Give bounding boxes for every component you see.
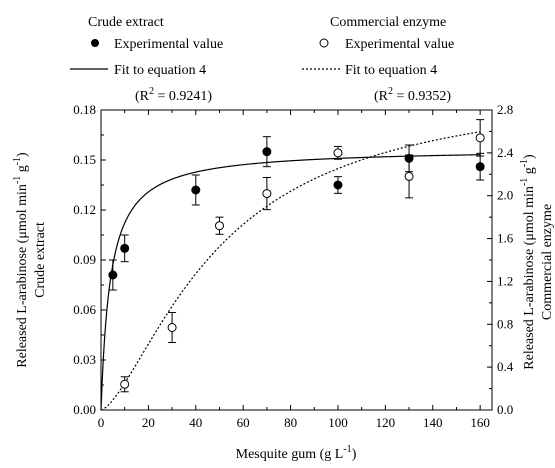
x-axis-label: Mesquite gum (g L-1) [236,444,357,462]
data-point-commercial [214,221,224,231]
y-right-axis-label-line2: Commercial enzyme [540,204,555,320]
fit-curves [100,131,481,411]
legend-r2-crude: (R2 = 0.9241) [135,86,212,104]
fit-curve-commercial-enzyme [100,131,481,411]
y-right-axis-label-line1: Released L-arabinose (μmol min-1 g-1) [519,154,537,370]
legend-marker-commercial-experimental [319,38,329,48]
x-tick-label: 80 [284,415,297,430]
data-point-commercial [120,379,130,389]
data-point-crude [475,162,485,172]
data-point-commercial [404,171,414,181]
legend-label-crude-fit: Fit to equation 4 [114,63,206,78]
data-point-crude [333,180,343,190]
y-right-tick-label: 0.4 [497,359,514,374]
x-tick-label: 120 [376,415,396,430]
data-point-crude [191,185,201,195]
fit-curve-crude-extract [100,154,481,411]
x-tick-label: 60 [237,415,250,430]
y-right-tick-label: 0.0 [497,402,513,417]
y-left-tick-label: 0.06 [73,302,96,317]
legend-title-crude-extract: Crude extract [88,15,164,30]
y-left-tick-label: 0.09 [73,252,96,267]
x-tick-label: 40 [189,415,202,430]
data-points [108,119,485,393]
y-left-axis-label-line2: Crude extract [33,222,48,298]
y-left-axis-label-line1: Released L-arabinose (μmol min-1 g-1) [12,152,30,368]
y-left-tick-label: 0.03 [73,352,96,367]
y-left-tick-label: 0.18 [73,102,96,117]
y-left-tick-label: 0.12 [73,202,96,217]
data-point-crude [262,147,272,157]
legend-label-commercial-experimental: Experimental value [345,37,454,52]
y-right-tick-label: 1.2 [497,273,513,288]
x-tick-label: 0 [98,415,105,430]
data-point-commercial [167,323,177,332]
y-right-tick-label: 1.6 [497,231,514,246]
y-right-tick-label: 2.0 [497,188,513,203]
x-tick-label: 160 [470,415,490,430]
legend-label-crude-experimental: Experimental value [114,37,223,52]
axis-ticks: 0 20 40 60 80 100 120 140 160 0.00 0.03 0.06 0.09 0.1… [73,102,514,430]
data-point-commercial [333,148,343,158]
legend-r2-commercial: (R2 = 0.9352) [374,86,451,104]
data-point-commercial [475,133,485,143]
data-point-crude [120,243,130,253]
x-tick-label: 20 [142,415,155,430]
y-right-tick-label: 2.4 [497,145,514,160]
data-point-crude [108,270,118,280]
legend-label-commercial-fit: Fit to equation 4 [345,63,437,78]
y-left-tick-label: 0.00 [73,402,96,417]
legend-title-commercial-enzyme: Commercial enzyme [330,15,446,30]
legend-marker-crude-experimental [91,39,99,47]
data-point-commercial [262,189,272,199]
x-tick-label: 140 [423,415,443,430]
y-right-tick-label: 2.8 [497,102,513,117]
y-left-tick-label: 0.15 [73,152,96,167]
x-tick-label: 100 [328,415,348,430]
y-right-tick-label: 0.8 [497,316,513,331]
